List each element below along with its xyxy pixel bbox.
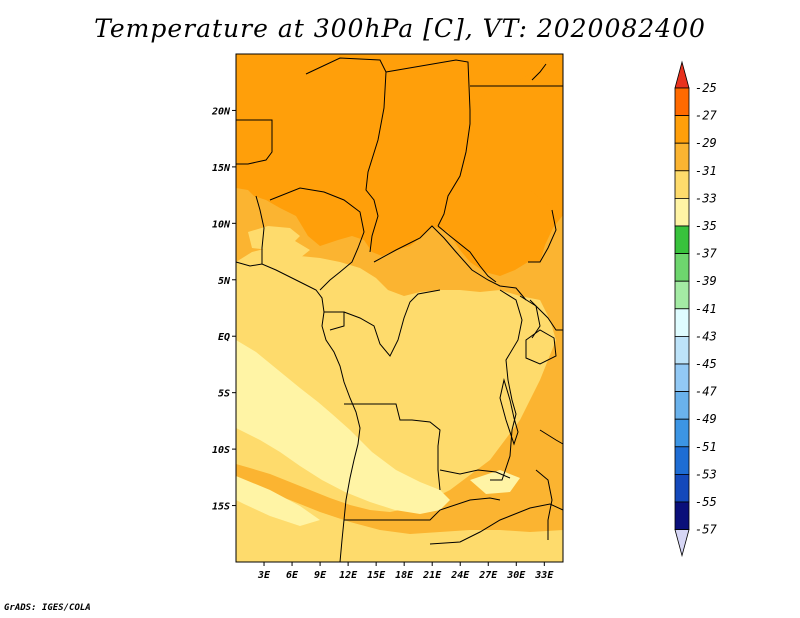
fill-33-central-n — [260, 238, 310, 258]
border-nigeria-cameroon — [269, 187, 365, 291]
colorbar-label: -41 — [695, 302, 717, 316]
map-title: Temperature at 300hPa [C], VT: 202008240… — [94, 14, 706, 43]
border-drc-congo — [343, 289, 441, 357]
border-kenya-tz — [529, 299, 563, 331]
border-uganda — [519, 295, 541, 339]
lat-tick-label: 15S — [212, 502, 230, 513]
border-ethiopia — [528, 209, 557, 263]
colorbar-label: -27 — [695, 109, 717, 123]
fill-35-band2 — [236, 376, 430, 510]
colorbar-swatch — [674, 170, 690, 199]
lat-tick-label: 5S — [218, 389, 230, 400]
border-lake-tanganyika — [499, 378, 519, 446]
fill-35-southeast — [470, 470, 520, 494]
plot-frame — [235, 53, 564, 563]
lon-tick-label: 18E — [395, 570, 414, 581]
colorbar-label: -51 — [695, 440, 717, 454]
colorbar-swatch — [674, 363, 690, 393]
border-libya-egypt — [385, 59, 471, 227]
lon-tick-label: 6E — [286, 570, 299, 581]
border-gabon — [324, 311, 345, 331]
temperature-fill-regions — [236, 54, 563, 562]
border-drc-east — [490, 289, 523, 481]
colorbar-label: -49 — [695, 412, 717, 426]
border-chad-niger — [305, 57, 387, 253]
colorbar-label: -25 — [695, 81, 717, 95]
map-axes: 3E 6E 9E 12E 15E 18E 21E 24E 27E 30E 33E 20N 15N 10N 5… — [211, 106, 554, 581]
colorbar-label: -47 — [695, 385, 717, 399]
lon-tick-label: 12E — [339, 570, 358, 581]
border-mozambique — [539, 429, 564, 445]
fill-33-south — [236, 480, 563, 562]
colorbar-label: -57 — [695, 523, 717, 537]
colorbar-swatch — [674, 115, 690, 144]
colorbar-swatch — [674, 197, 690, 227]
colorbar-label: -39 — [695, 274, 717, 288]
border-zambia-south — [429, 503, 564, 545]
fill-35-band — [236, 340, 450, 514]
colorbar-label: -37 — [695, 247, 717, 261]
border-algeria-niger — [236, 119, 273, 165]
colorbar-swatch — [674, 418, 690, 448]
colorbar-label: -31 — [695, 164, 717, 178]
lat-tick-label: 10N — [212, 219, 231, 230]
lon-tick-label: 30E — [506, 570, 526, 581]
border-nigeria-benin — [255, 195, 265, 264]
colorbar-swatch — [674, 446, 690, 475]
colorbar-label: -53 — [695, 467, 717, 481]
colorbar-swatch — [674, 335, 690, 365]
colorbar-swatch — [674, 142, 690, 172]
lat-tick-label: EQ — [218, 332, 230, 343]
colorbar-label: -35 — [695, 219, 717, 233]
border-car — [373, 225, 527, 301]
colorbar-label: -29 — [695, 136, 717, 150]
lon-tick-label: 24E — [450, 570, 470, 581]
colorbar-label: -45 — [695, 357, 717, 371]
lon-tick-label: 33E — [534, 570, 554, 581]
colorbar-swatch — [674, 308, 690, 337]
colorbar-arrow-top — [674, 60, 690, 89]
lon-tick-label: 15E — [367, 570, 386, 581]
colorbar-swatch — [674, 501, 690, 531]
colorbar-swatch — [674, 280, 690, 310]
colorbar: -25 -27 -29 -31 -33 -35 -37 -39 -41 -43 -45 -47 -49 -… — [674, 60, 717, 558]
colorbar-swatch — [674, 391, 690, 420]
lon-tick-label: 21E — [422, 570, 442, 581]
grads-credit: GrADS: IGES/COLA — [4, 603, 91, 613]
colorbar-label: -43 — [695, 329, 717, 343]
colorbar-swatch — [674, 225, 690, 255]
lat-tick-label: 15N — [212, 163, 231, 174]
lon-tick-label: 9E — [314, 570, 327, 581]
fill-35-south — [236, 476, 320, 526]
colorbar-arrow-bottom — [674, 529, 690, 558]
border-malawi — [535, 469, 553, 540]
colorbar-swatch — [674, 87, 690, 117]
colorbar-label: -55 — [695, 495, 717, 509]
border-red-sea — [531, 63, 547, 81]
colorbar-label: -33 — [695, 191, 717, 205]
fill-29-east — [472, 60, 563, 205]
lon-tick-label: 3E — [257, 570, 271, 581]
colorbar-swatch — [674, 473, 690, 503]
border-sudan-ssudan — [437, 225, 497, 283]
lat-tick-label: 10S — [212, 445, 230, 456]
border-drc-zambia — [439, 469, 511, 479]
lon-tick-label: 27E — [478, 570, 498, 581]
lat-tick-label: 5N — [218, 276, 231, 287]
coast-west-africa — [235, 261, 361, 563]
border-angola-north — [344, 403, 441, 491]
border-lake-victoria — [525, 329, 557, 365]
country-borders — [235, 53, 564, 563]
border-angola-south — [344, 497, 501, 521]
colorbar-swatch — [674, 253, 690, 282]
lat-tick-label: 20N — [211, 106, 231, 117]
